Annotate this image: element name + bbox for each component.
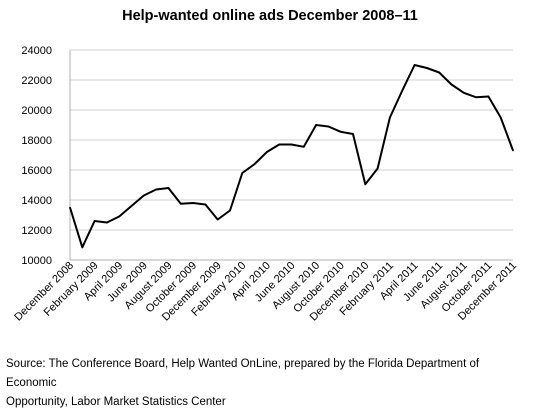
- data-point: [106, 221, 108, 224]
- data-point: [512, 149, 514, 152]
- data-point: [229, 209, 231, 212]
- data-point: [192, 202, 194, 204]
- data-point: [69, 206, 71, 209]
- data-point: [499, 116, 502, 119]
- series-line: [69, 64, 514, 249]
- grid-lines: [70, 49, 513, 261]
- data-point: [426, 67, 428, 69]
- data-point: [450, 83, 453, 86]
- source-line-2: Opportunity, Labor Market Statistics Cen…: [6, 396, 226, 408]
- data-point: [389, 116, 391, 119]
- source-note: Source: The Conference Board, Help Wante…: [6, 355, 526, 412]
- axes: [69, 50, 513, 261]
- data-point: [303, 145, 305, 148]
- y-tick-label: 18000: [21, 135, 52, 147]
- data-point: [364, 183, 367, 186]
- data-point: [376, 167, 379, 170]
- data-point: [204, 203, 207, 206]
- chart-title: Help-wanted online ads December 2008–11: [122, 8, 418, 24]
- y-tick-label: 24000: [21, 45, 52, 57]
- data-point: [167, 187, 170, 189]
- data-point: [241, 172, 244, 174]
- source-line-1: Source: The Conference Board, Help Wante…: [6, 358, 480, 389]
- data-point: [93, 220, 96, 222]
- y-tick-label: 12000: [21, 225, 52, 237]
- data-point: [438, 71, 440, 74]
- y-axis-ticks: 10000 12000 14000 16000 18000 20000 22000 24000: [21, 45, 52, 267]
- data-point: [401, 89, 404, 92]
- series-layer: [69, 64, 514, 249]
- data-point: [216, 218, 219, 221]
- data-point: [290, 143, 293, 146]
- data-point: [278, 143, 280, 146]
- data-point: [253, 163, 256, 165]
- data-point: [179, 202, 182, 205]
- data-point: [462, 91, 465, 94]
- data-point: [475, 96, 477, 99]
- data-point: [327, 125, 330, 128]
- data-point: [143, 194, 145, 197]
- data-point: [487, 95, 490, 98]
- data-point: [130, 205, 133, 207]
- data-point: [413, 64, 416, 66]
- data-point: [155, 188, 157, 191]
- data-point: [118, 215, 121, 218]
- data-point: [81, 246, 84, 249]
- y-tick-label: 14000: [21, 195, 52, 207]
- y-tick-label: 20000: [21, 105, 52, 117]
- data-point: [315, 124, 317, 126]
- data-point: [339, 130, 342, 133]
- data-point: [352, 133, 354, 135]
- line-chart: 10000 12000 14000 16000 18000 20000 22000 24000…: [12, 45, 519, 324]
- y-tick-label: 22000: [21, 75, 52, 87]
- data-point: [266, 151, 268, 153]
- y-tick-label: 16000: [21, 165, 52, 177]
- y-tick-label: 10000: [21, 255, 52, 267]
